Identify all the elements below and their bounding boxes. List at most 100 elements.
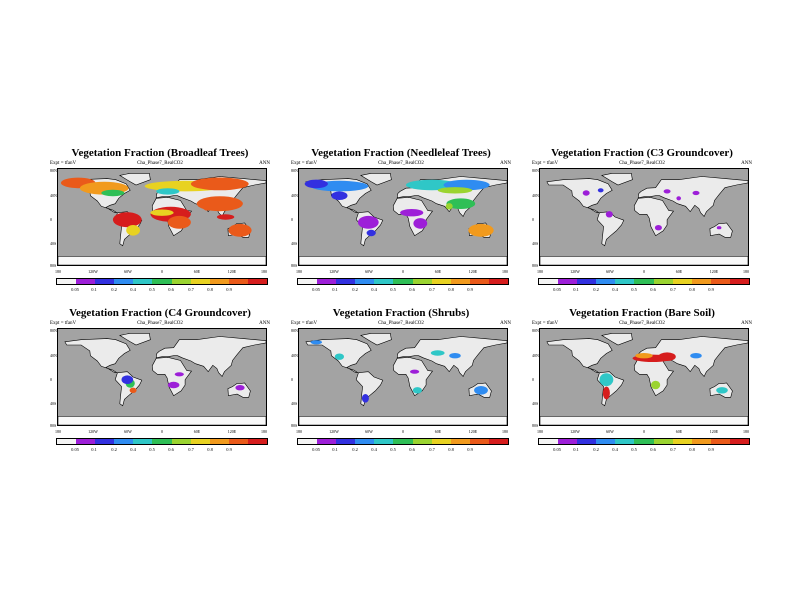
colorbar-swatch — [374, 279, 394, 284]
colorbar-swatch — [539, 439, 559, 444]
colorbar — [538, 438, 750, 445]
vegetation-fraction-region — [599, 373, 614, 387]
continent-landmass — [596, 211, 625, 247]
colorbar-swatch — [355, 279, 375, 284]
colorbar-swatch — [596, 439, 616, 444]
lat-label: 0 — [50, 217, 52, 222]
run-label: Cha_Phase7_RealCO2 — [619, 161, 665, 166]
lon-label: 120E — [709, 429, 719, 434]
colorbar-swatch — [336, 279, 356, 284]
panel-broadleaf-trees: Vegetation Fraction (Broadleaf Trees) Ex… — [50, 147, 270, 307]
lon-label: 120E — [468, 429, 478, 434]
colorbar-label: 0.05 — [553, 447, 561, 452]
continent-landmass — [392, 196, 434, 237]
lon-label: 180 — [296, 269, 302, 274]
lat-label: 40N — [50, 353, 57, 358]
colorbar-label: 0.5 — [149, 447, 155, 452]
colorbar-label: 0.5 — [631, 447, 637, 452]
lat-label: 40S — [532, 401, 539, 406]
lon-label: 120E — [227, 429, 237, 434]
vegetation-fraction-region — [174, 372, 184, 377]
antarctica-landmass — [58, 416, 266, 425]
antarctica-landmass — [299, 416, 507, 425]
continent-landmass — [155, 336, 266, 378]
colorbar-swatch — [431, 279, 451, 284]
world-map — [539, 328, 749, 426]
panel-title: Vegetation Fraction (Broadleaf Trees) — [71, 147, 249, 159]
colorbar-swatch — [710, 279, 730, 284]
lat-label: 40S — [291, 241, 298, 246]
continent-landmass — [709, 222, 733, 238]
colorbar-swatch — [488, 279, 509, 284]
colorbar-swatch — [114, 279, 134, 284]
continent-landmass — [359, 333, 392, 346]
antarctica-landmass — [540, 416, 748, 425]
lat-label: 80N — [532, 168, 539, 173]
continent-landmass — [546, 178, 613, 213]
colorbar-label: 0.1 — [91, 287, 97, 292]
colorbar — [56, 278, 268, 285]
season-label: ANN — [500, 161, 511, 166]
lat-label: 40S — [532, 241, 539, 246]
vegetation-fraction-region — [304, 179, 328, 189]
colorbar-swatch — [634, 279, 654, 284]
colorbar-swatch — [469, 279, 489, 284]
lon-label: 180 — [502, 429, 508, 434]
colorbar-label: 0.6 — [409, 287, 415, 292]
colorbar-label: 0.5 — [631, 287, 637, 292]
lat-label: 40N — [291, 353, 298, 358]
vegetation-fraction-region — [445, 203, 453, 210]
lat-label: 80S — [291, 263, 298, 268]
vegetation-fraction-region — [190, 177, 249, 191]
lon-label: 180 — [537, 429, 543, 434]
panel-c3-groundcover: Vegetation Fraction (C3 Groundcover) Exp… — [532, 147, 752, 307]
lon-label: 120W — [88, 269, 98, 274]
lon-label: 60W — [124, 269, 132, 274]
panel-shrubs: Vegetation Fraction (Shrubs) Expt = tfan… — [291, 307, 511, 467]
vegetation-fraction-region — [101, 189, 125, 197]
colorbar-label: 0.5 — [390, 447, 396, 452]
vegetation-fraction-region — [167, 381, 180, 389]
colorbar-label: 0.4 — [371, 287, 377, 292]
colorbar-swatch — [209, 279, 229, 284]
continent-landmass — [355, 371, 384, 407]
colorbar-swatch — [431, 439, 451, 444]
panel-bare-soil: Vegetation Fraction (Bare Soil) Expt = t… — [532, 307, 752, 467]
colorbar-swatch — [634, 439, 654, 444]
colorbar-swatch — [577, 439, 597, 444]
lon-label: 120W — [570, 429, 580, 434]
lat-label: 80S — [291, 423, 298, 428]
colorbar-label: 0.4 — [612, 447, 618, 452]
vegetation-fraction-region — [605, 211, 613, 218]
vegetation-fraction-region — [663, 189, 671, 194]
colorbar-label: 0.05 — [312, 287, 320, 292]
colorbar-swatch — [672, 279, 692, 284]
colorbar — [56, 438, 268, 445]
vegetation-fraction-region — [216, 214, 235, 220]
colorbar-label: 0.05 — [71, 287, 79, 292]
colorbar-swatch — [469, 439, 489, 444]
lon-label: 120W — [329, 429, 339, 434]
lon-label: 180 — [296, 429, 302, 434]
vegetation-fraction-region — [597, 188, 604, 193]
colorbar-swatch — [374, 439, 394, 444]
vegetation-fraction-region — [692, 190, 700, 196]
lon-label: 60W — [365, 269, 373, 274]
colorbar-label: 0.8 — [689, 447, 695, 452]
vegetation-fraction-region — [602, 386, 610, 400]
vegetation-fraction-region — [582, 190, 590, 196]
colorbar-swatch — [488, 439, 509, 444]
vegetation-fraction-region — [690, 353, 702, 359]
panel-title: Vegetation Fraction (Shrubs) — [332, 307, 470, 319]
colorbar-label: 0.4 — [130, 287, 136, 292]
vegetation-fraction-region — [310, 340, 323, 345]
colorbar-label: 0.9 — [708, 447, 714, 452]
season-label: ANN — [259, 321, 270, 326]
colorbar-label: 0.6 — [168, 447, 174, 452]
continent-landmass — [151, 356, 193, 397]
run-label: Cha_Phase7_RealCO2 — [137, 321, 183, 326]
vegetation-fraction-region — [449, 353, 461, 359]
vegetation-fraction-region — [156, 188, 180, 195]
colorbar-swatch — [539, 279, 559, 284]
vegetation-fraction-region — [331, 191, 348, 200]
